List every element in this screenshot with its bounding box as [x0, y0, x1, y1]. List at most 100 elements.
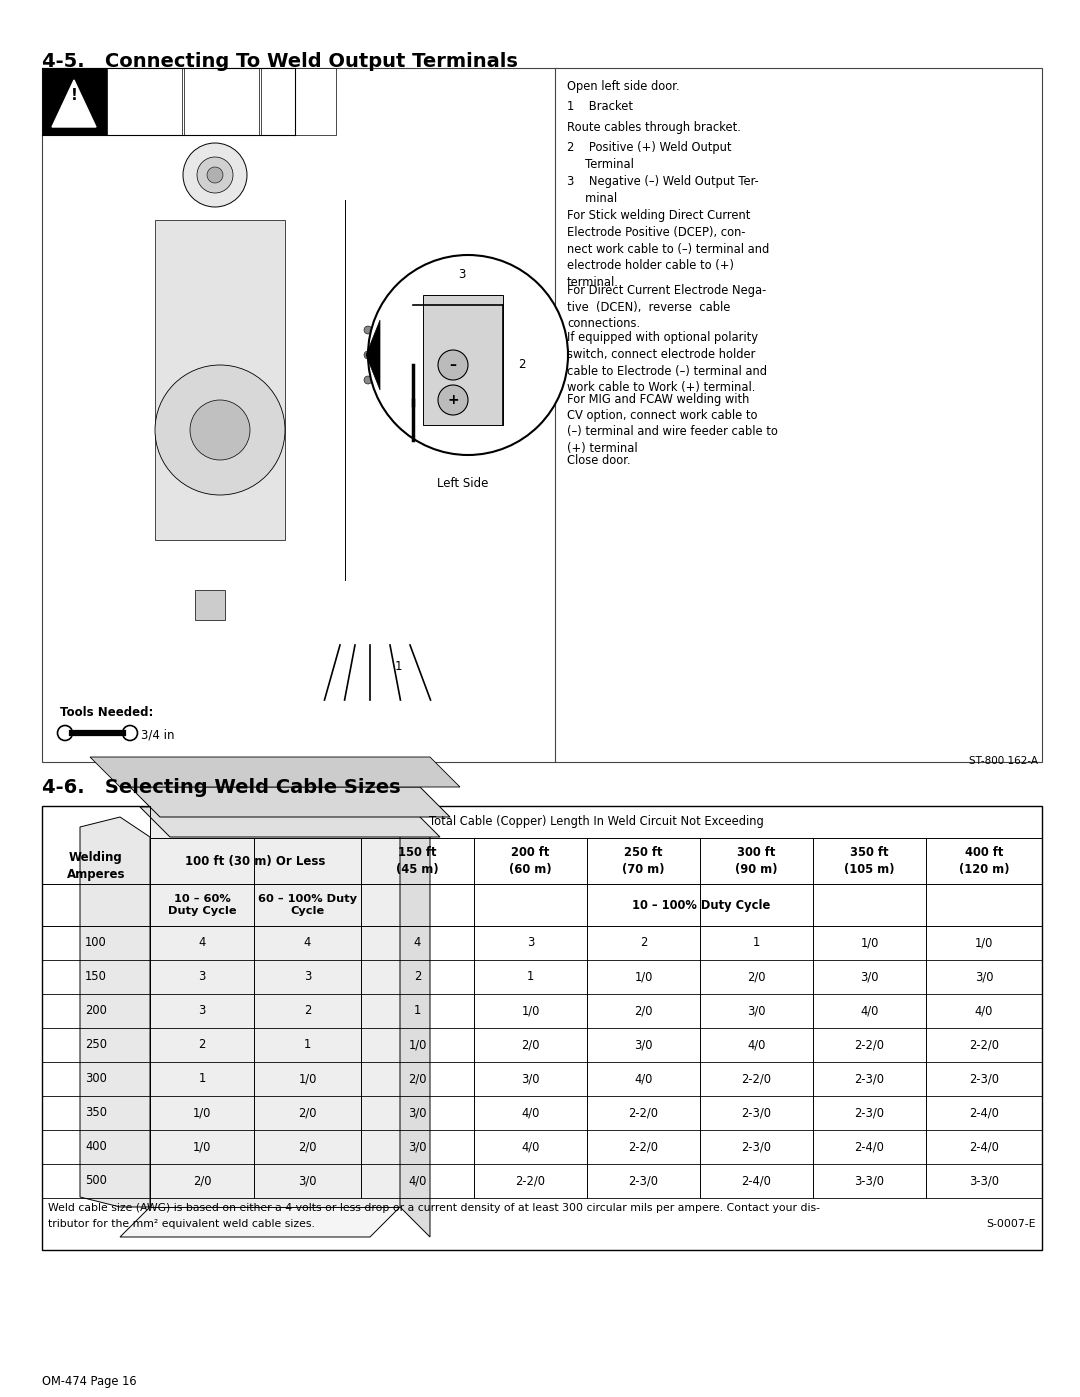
Circle shape: [207, 168, 222, 183]
Text: 2-2/0: 2-2/0: [629, 1106, 659, 1119]
Text: Weld cable size (AWG) is based on either a 4 volts or less drop or a current den: Weld cable size (AWG) is based on either…: [48, 1203, 820, 1213]
Polygon shape: [400, 807, 430, 1236]
Text: 1    Bracket: 1 Bracket: [567, 101, 633, 113]
Circle shape: [156, 365, 285, 495]
Text: 4-5.   Connecting To Weld Output Terminals: 4-5. Connecting To Weld Output Terminals: [42, 52, 518, 71]
Text: 2-3/0: 2-3/0: [742, 1140, 771, 1154]
Text: 2-2/0: 2-2/0: [742, 1073, 771, 1085]
Text: 1: 1: [527, 971, 535, 983]
Text: 60 – 100% Duty
Cycle: 60 – 100% Duty Cycle: [258, 894, 357, 916]
Text: 2-4/0: 2-4/0: [969, 1140, 999, 1154]
Text: 2/0: 2/0: [298, 1106, 316, 1119]
Text: 4/0: 4/0: [634, 1073, 652, 1085]
Text: 2/0: 2/0: [522, 1038, 540, 1052]
Bar: [42, 806, 1042, 1250]
Text: 4/0: 4/0: [408, 1175, 427, 1187]
Text: 2: 2: [639, 936, 647, 950]
Text: For Stick welding Direct Current
Electrode Positive (DCEP), con-
nect work cable: For Stick welding Direct Current Electro…: [567, 210, 769, 289]
Text: 350 ft
(105 m): 350 ft (105 m): [845, 847, 894, 876]
Text: Route cables through bracket.: Route cables through bracket.: [567, 122, 741, 134]
Text: 400: 400: [85, 1140, 107, 1154]
Text: 1: 1: [199, 1073, 205, 1085]
Text: 2-3/0: 2-3/0: [854, 1106, 885, 1119]
Text: 1: 1: [395, 659, 403, 673]
Text: 1/0: 1/0: [522, 1004, 540, 1017]
Polygon shape: [120, 1207, 400, 1236]
Text: 100: 100: [85, 936, 107, 950]
Text: 1: 1: [303, 1038, 311, 1052]
Text: 3/0: 3/0: [634, 1038, 652, 1052]
Text: 3/0: 3/0: [522, 1073, 540, 1085]
Text: 4: 4: [414, 936, 421, 950]
Bar: [195, 590, 225, 620]
Text: 250 ft
(70 m): 250 ft (70 m): [622, 847, 665, 876]
Text: OM-474 Page 16: OM-474 Page 16: [42, 1375, 137, 1389]
Text: 2-3/0: 2-3/0: [854, 1073, 885, 1085]
Text: 1/0: 1/0: [861, 936, 879, 950]
Text: 2: 2: [414, 971, 421, 983]
Text: 1/0: 1/0: [298, 1073, 316, 1085]
Circle shape: [438, 351, 468, 380]
Text: 2/0: 2/0: [408, 1073, 427, 1085]
Text: 2/0: 2/0: [634, 1004, 652, 1017]
Polygon shape: [366, 320, 380, 390]
Text: 150: 150: [85, 971, 107, 983]
Text: 500: 500: [85, 1175, 107, 1187]
Text: 2-3/0: 2-3/0: [629, 1175, 659, 1187]
Text: 2    Positive (+) Weld Output
     Terminal: 2 Positive (+) Weld Output Terminal: [567, 141, 731, 170]
Bar: [261, 68, 336, 136]
Text: 2/0: 2/0: [192, 1175, 212, 1187]
Text: 3: 3: [458, 268, 465, 282]
Text: For Direct Current Electrode Nega-
tive  (DCEN),  reverse  cable
connections.: For Direct Current Electrode Nega- tive …: [567, 284, 766, 330]
Polygon shape: [150, 807, 400, 1207]
Circle shape: [364, 326, 372, 334]
Text: 150 ft
(45 m): 150 ft (45 m): [396, 847, 438, 876]
Text: For MIG and FCAW welding with
CV option, connect work cable to
(–) terminal and : For MIG and FCAW welding with CV option,…: [567, 393, 778, 455]
Text: 2-3/0: 2-3/0: [969, 1073, 999, 1085]
Text: ST-800 162-A: ST-800 162-A: [969, 756, 1038, 766]
Text: 4/0: 4/0: [975, 1004, 994, 1017]
Text: 2: 2: [518, 359, 526, 372]
Text: 2-4/0: 2-4/0: [854, 1140, 885, 1154]
Text: 2-2/0: 2-2/0: [629, 1140, 659, 1154]
Text: Total Cable (Copper) Length In Weld Circuit Not Exceeding: Total Cable (Copper) Length In Weld Circ…: [429, 816, 764, 828]
Bar: [42, 68, 1042, 761]
Text: Close door.: Close door.: [567, 454, 631, 467]
Text: 200: 200: [85, 1004, 107, 1017]
Text: 4/0: 4/0: [861, 1004, 879, 1017]
Text: 2-4/0: 2-4/0: [742, 1175, 771, 1187]
Text: 400 ft
(120 m): 400 ft (120 m): [959, 847, 1009, 876]
Text: 2/0: 2/0: [298, 1140, 316, 1154]
Text: 4/0: 4/0: [522, 1140, 540, 1154]
Text: 2: 2: [199, 1038, 205, 1052]
Text: 4: 4: [199, 936, 205, 950]
Text: 4-6.   Selecting Weld Cable Sizes: 4-6. Selecting Weld Cable Sizes: [42, 778, 401, 798]
Text: 300 ft
(90 m): 300 ft (90 m): [735, 847, 778, 876]
Text: 10 – 100% Duty Cycle: 10 – 100% Duty Cycle: [633, 898, 771, 911]
Bar: [156, 219, 285, 541]
Text: 350: 350: [85, 1106, 107, 1119]
Bar: [107, 68, 183, 136]
Bar: [184, 68, 259, 136]
Text: 2-2/0: 2-2/0: [515, 1175, 545, 1187]
Text: 3: 3: [199, 1004, 205, 1017]
Text: 1/0: 1/0: [634, 971, 652, 983]
Text: 10 – 60%
Duty Cycle: 10 – 60% Duty Cycle: [167, 894, 237, 916]
Text: Left Side: Left Side: [437, 476, 488, 490]
Text: !: !: [70, 88, 78, 103]
Text: 3-3/0: 3-3/0: [854, 1175, 885, 1187]
Circle shape: [190, 400, 249, 460]
Text: +: +: [447, 393, 459, 407]
Text: 3    Negative (–) Weld Output Ter-
     minal: 3 Negative (–) Weld Output Ter- minal: [567, 176, 759, 205]
Polygon shape: [130, 787, 450, 817]
Text: Tools Needed:: Tools Needed:: [60, 705, 153, 719]
Text: 1/0: 1/0: [193, 1140, 212, 1154]
Text: 3-3/0: 3-3/0: [969, 1175, 999, 1187]
Text: S-0007-E: S-0007-E: [986, 1220, 1036, 1229]
Text: 1/0: 1/0: [408, 1038, 427, 1052]
Text: Welding
Amperes: Welding Amperes: [67, 851, 125, 880]
Text: 3/0: 3/0: [975, 971, 994, 983]
Text: 2-4/0: 2-4/0: [969, 1106, 999, 1119]
Text: 3: 3: [199, 971, 205, 983]
Circle shape: [197, 156, 233, 193]
